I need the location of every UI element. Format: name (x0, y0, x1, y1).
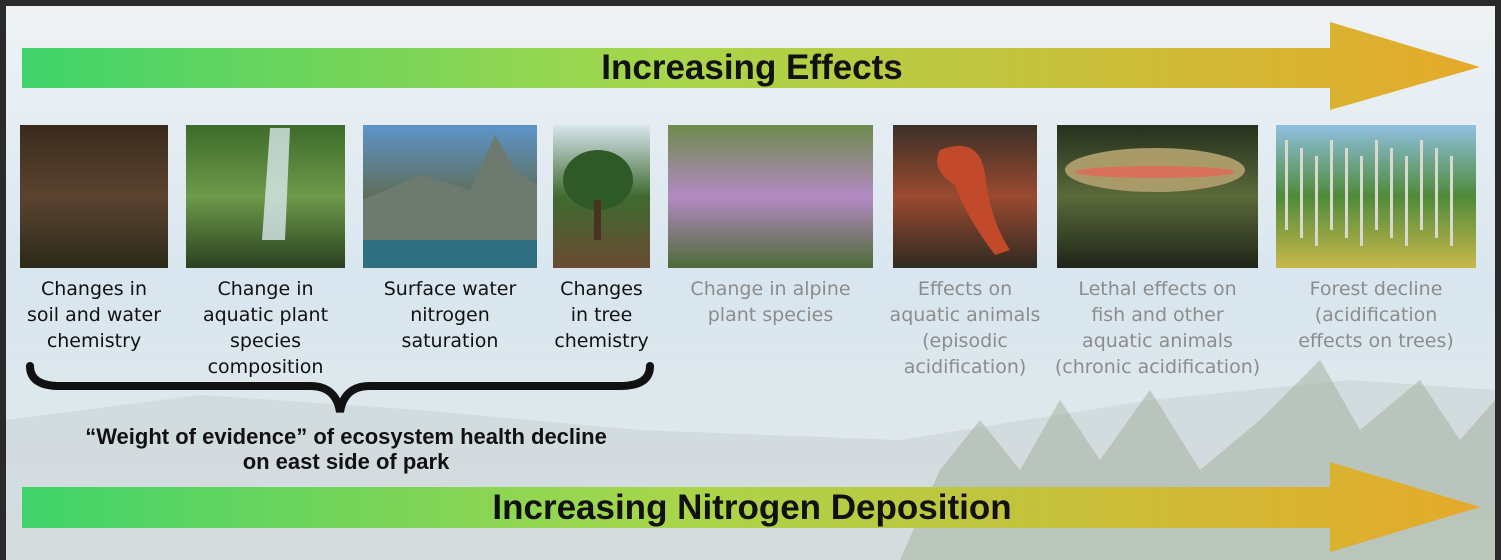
dead-tree (1345, 148, 1348, 238)
caption-line: Change in alpine (690, 278, 850, 300)
dead-tree (1360, 156, 1363, 246)
tree-trunk (594, 200, 601, 240)
caption-line: soil and water (27, 304, 161, 326)
caption-line: Lethal effects on (1078, 278, 1236, 300)
lake (363, 240, 537, 268)
dead-tree (1315, 156, 1318, 246)
caption-line: acidification) (904, 356, 1027, 378)
dead-tree (1375, 140, 1378, 230)
caption-line: Changes (560, 278, 643, 300)
caption-line: plant species (708, 304, 833, 326)
caption-line: saturation (402, 330, 499, 352)
caption-line: species (230, 330, 301, 352)
caption-line: nitrogen (410, 304, 490, 326)
photo (668, 125, 873, 268)
dead-tree (1420, 140, 1423, 230)
caption-line: fish and other (1091, 304, 1224, 326)
bottom-arrow-label: Increasing Nitrogen Deposition (492, 488, 1011, 527)
caption-line: aquatic animals (890, 304, 1041, 326)
caption-line: (episodic (922, 330, 1008, 352)
caption-line: Effects on (918, 278, 1012, 300)
bracket-label: on east side of park (243, 449, 450, 474)
photo (20, 125, 168, 268)
page: {"top_arrow": {"label": "Increasing Effe… (0, 0, 1501, 560)
caption-line: in tree (571, 304, 633, 326)
dead-tree (1390, 148, 1393, 238)
caption-line: aquatic plant (203, 304, 328, 326)
dead-tree (1405, 156, 1408, 246)
dead-tree (1435, 148, 1438, 238)
dead-tree (1330, 140, 1333, 230)
top-arrow-label: Increasing Effects (601, 48, 903, 87)
caption-line: chemistry (554, 330, 648, 352)
caption-line: aquatic animals (1082, 330, 1233, 352)
photo (1057, 125, 1258, 268)
bracket-label: “Weight of evidence” of ecosystem health… (85, 424, 607, 449)
caption-line: chemistry (47, 330, 141, 352)
caption-line: (chronic acidification) (1055, 356, 1260, 378)
caption-line: Change in (217, 278, 313, 300)
dead-tree (1285, 140, 1288, 230)
trout-stripe (1075, 166, 1235, 178)
diagram: Increasing Effects Changes in soil and wa… (0, 0, 1501, 560)
caption-line: effects on trees) (1298, 330, 1454, 352)
caption-line: composition (208, 356, 324, 378)
dead-tree (1300, 148, 1303, 238)
dead-tree (1450, 156, 1453, 246)
caption-line: Surface water (384, 278, 517, 300)
caption-line: Forest decline (1310, 278, 1443, 300)
caption-line: Changes in (41, 278, 147, 300)
photos (20, 125, 1476, 268)
caption-line: (acidification (1315, 304, 1438, 326)
